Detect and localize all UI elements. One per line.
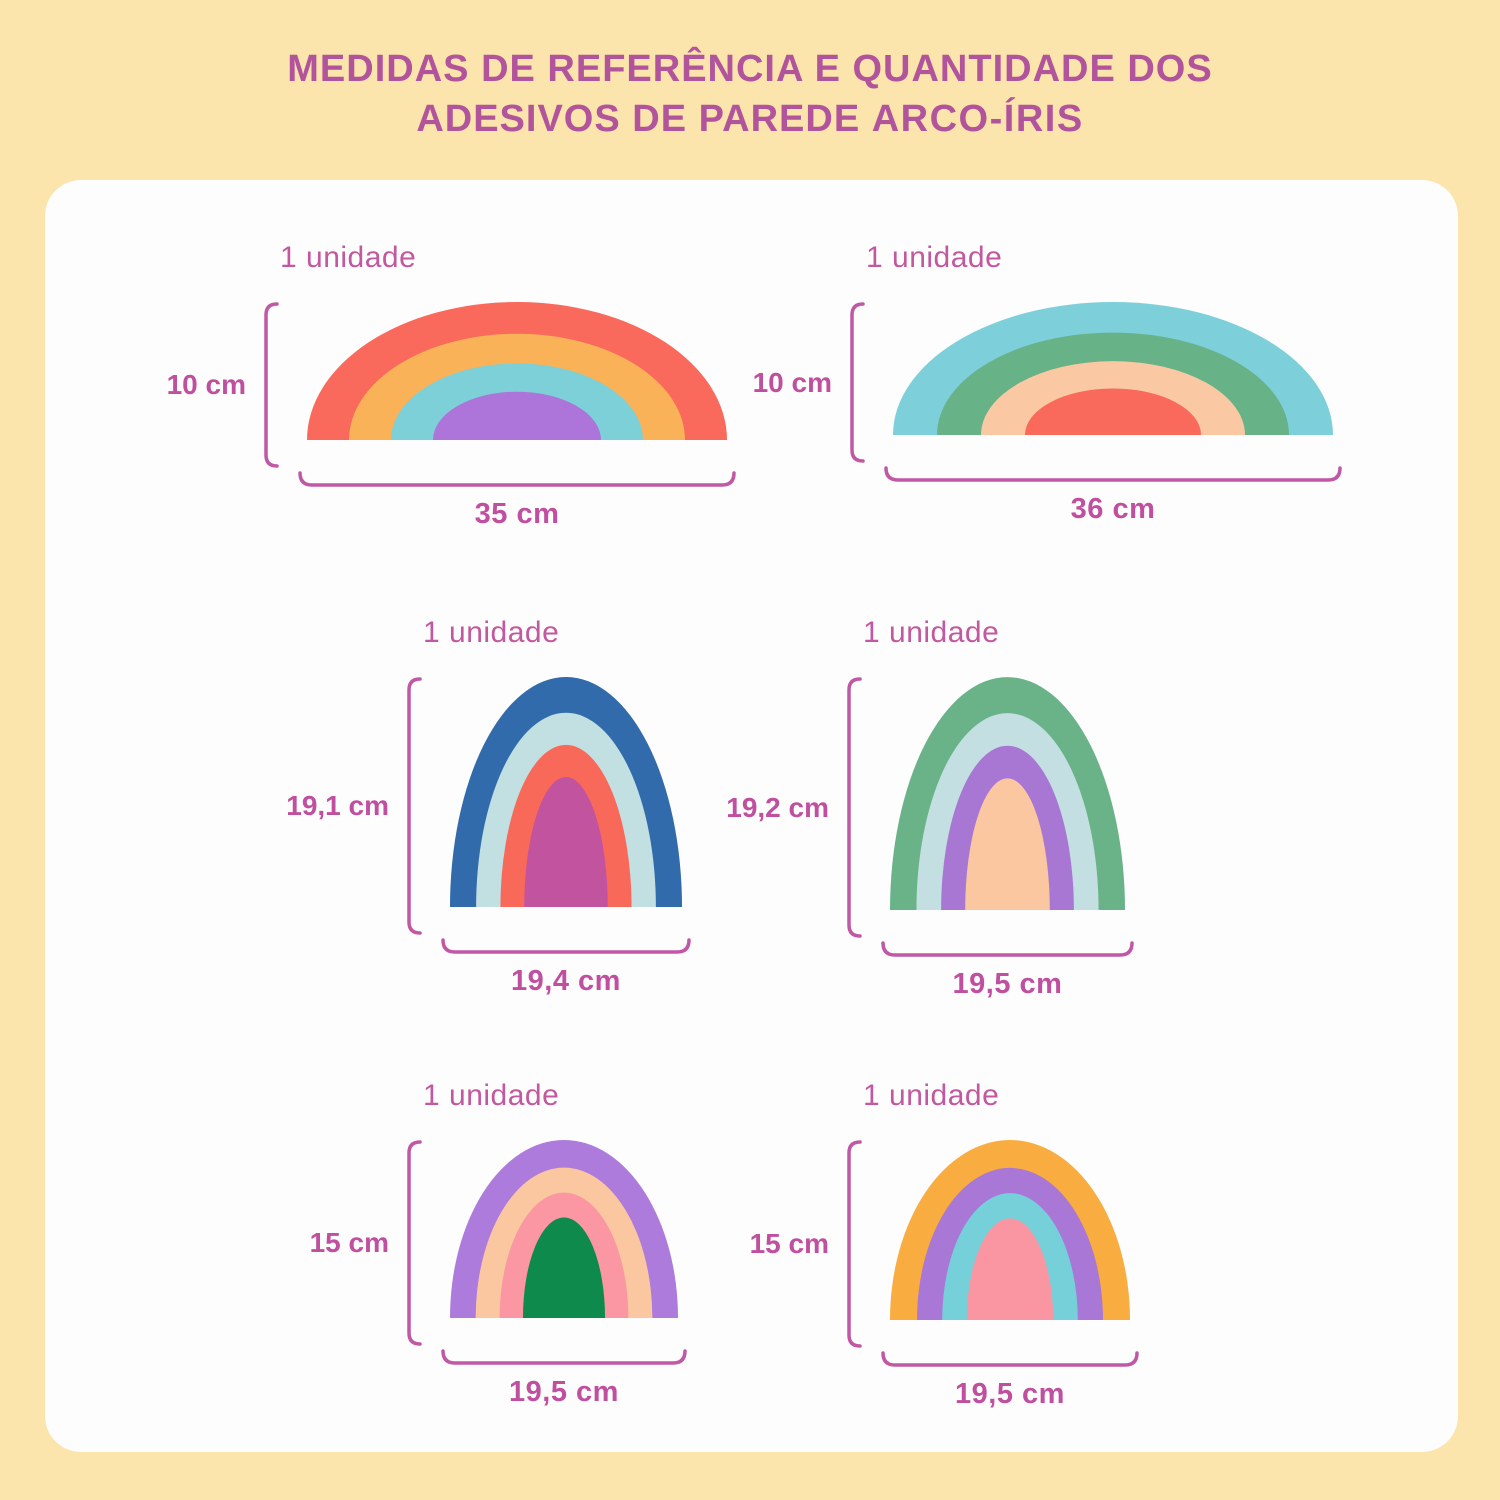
quantity-label: 1 unidade <box>863 616 1000 649</box>
quantity-label: 1 unidade <box>863 1079 1000 1112</box>
height-label: 10 cm <box>166 369 246 400</box>
title-line1: MEDIDAS DE REFERÊNCIA E QUANTIDADE DOS <box>287 48 1213 90</box>
rainbow-sticker <box>893 302 1333 435</box>
quantity-label: 1 unidade <box>423 616 560 649</box>
sticker-panel-5: 1 unidade 15 cm 19,5 cm <box>285 1078 687 1409</box>
height-bracket <box>850 302 865 463</box>
rainbow-sticker <box>890 1140 1130 1320</box>
height-label: 15 cm <box>749 1228 829 1259</box>
sticker-panel-1: 1 unidade 10 cm 35 cm <box>167 240 736 531</box>
width-label: 36 cm <box>1070 493 1156 525</box>
width-label: 19,5 cm <box>509 1376 619 1408</box>
height-bracket <box>407 1140 422 1346</box>
height-bracket <box>847 1140 862 1348</box>
height-bracket <box>847 677 862 938</box>
height-label: 15 cm <box>309 1227 389 1258</box>
width-label: 19,4 cm <box>511 965 621 997</box>
width-label: 19,5 cm <box>955 1378 1065 1410</box>
title-line2: ADESIVOS DE PAREDE ARCO-ÍRIS <box>416 98 1084 141</box>
height-bracket <box>264 302 279 468</box>
width-label: 19,5 cm <box>952 968 1063 1000</box>
height-label: 19,2 cm <box>726 791 829 823</box>
sticker-panel-6: 1 unidade 15 cm 19,5 cm <box>725 1078 1139 1411</box>
rainbow-sticker <box>450 677 682 907</box>
rainbow-sticker <box>307 302 727 440</box>
quantity-label: 1 unidade <box>423 1079 560 1112</box>
height-label: 19,1 cm <box>286 790 389 821</box>
height-label: 10 cm <box>752 366 832 398</box>
width-bracket <box>441 1349 687 1365</box>
width-bracket <box>881 941 1134 957</box>
height-bracket <box>407 677 422 935</box>
sticker-panel-4: 1 unidade 19,2 cm 19,5 cm <box>725 615 1134 1001</box>
product-name: ARCO-ÍRIS <box>871 98 1084 141</box>
width-label: 35 cm <box>474 498 560 530</box>
width-bracket <box>884 466 1342 482</box>
width-bracket <box>441 938 691 954</box>
quantity-label: 1 unidade <box>280 241 417 274</box>
width-bracket <box>298 471 736 487</box>
page-title: MEDIDAS DE REFERÊNCIA E QUANTIDADE DOS A… <box>0 44 1500 144</box>
quantity-label: 1 unidade <box>866 241 1003 274</box>
rainbow-sticker <box>890 677 1125 910</box>
rainbow-sticker <box>450 1140 678 1318</box>
sticker-panel-3: 1 unidade 19,1 cm 19,4 cm <box>285 615 691 998</box>
width-bracket <box>881 1351 1139 1367</box>
sticker-panel-2: 1 unidade 10 cm 36 cm <box>753 240 1342 526</box>
